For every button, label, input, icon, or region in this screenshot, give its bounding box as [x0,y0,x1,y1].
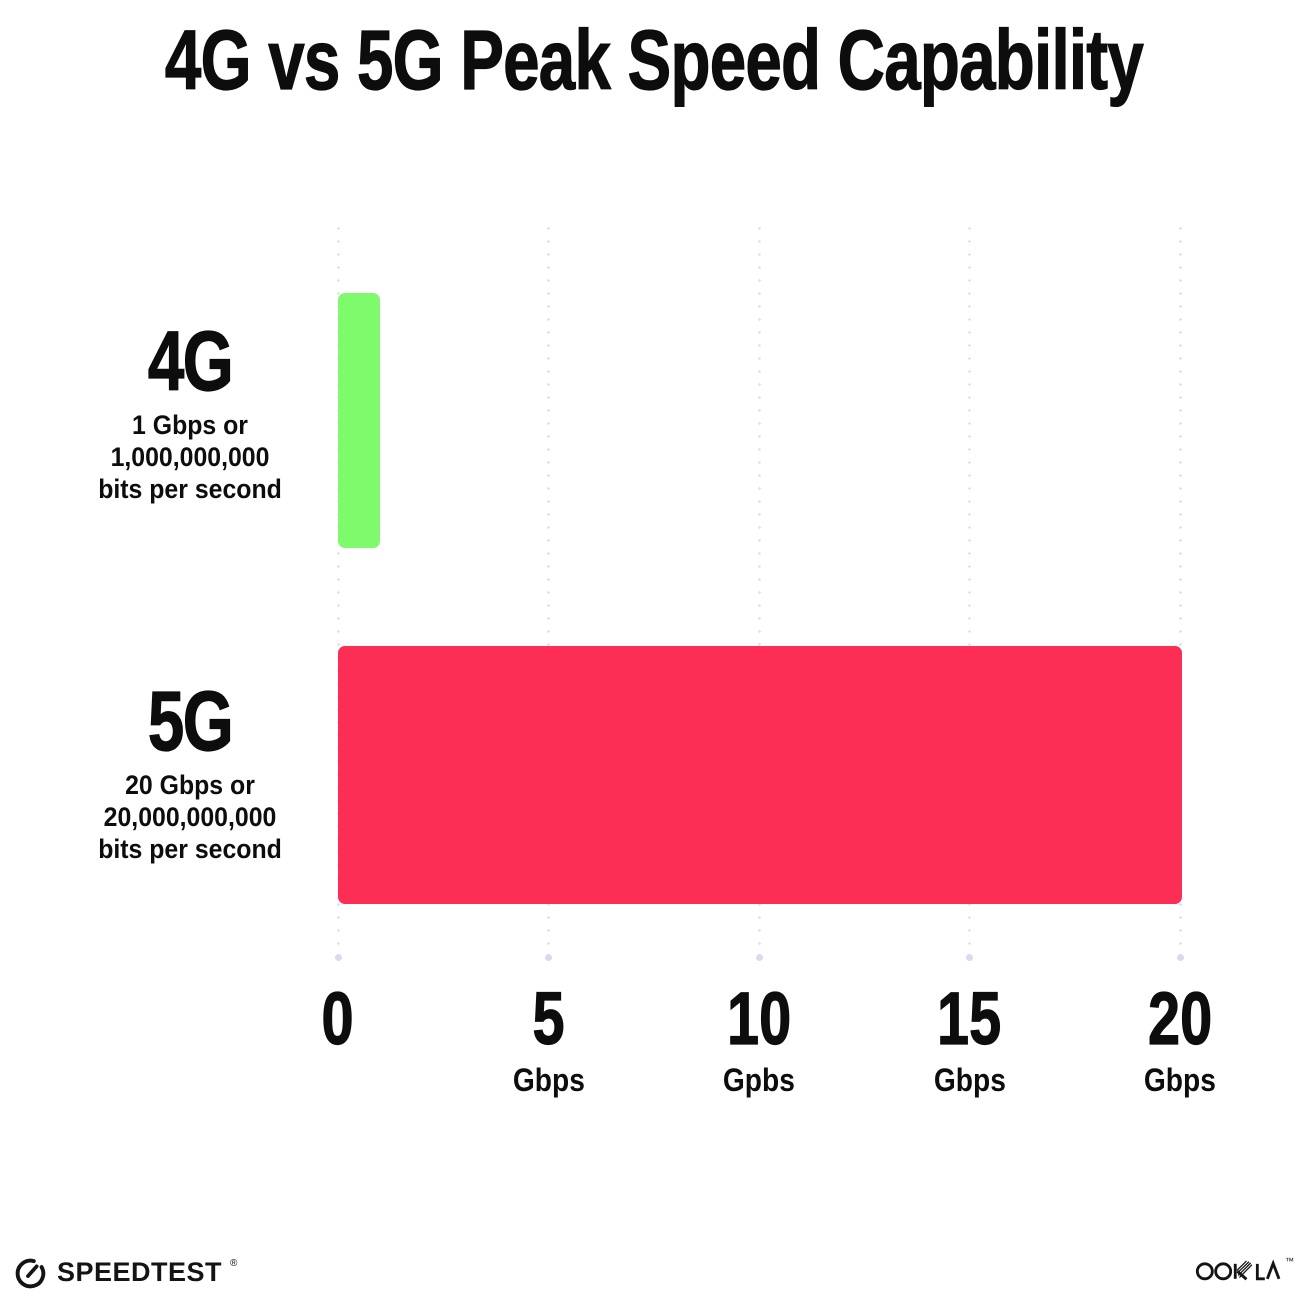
row-label-4g: 4G 1 Gbps or 1,000,000,000 bits per seco… [40,314,340,506]
x-tick-5: 5 Gbps [512,977,585,1098]
desc-line: bits per second [98,473,282,504]
category-label-4g: 4G [147,314,234,408]
ookla-wordmark [1195,1259,1281,1281]
row-label-5g: 5G 20 Gbps or 20,000,000,000 bits per se… [40,674,340,866]
desc-line: 1 Gbps or [132,409,248,440]
category-description-4g: 1 Gbps or 1,000,000,000 bits per second [40,410,340,506]
desc-line: 20 Gbps or [125,769,255,800]
x-tick-0: 0 [321,977,355,1060]
registered-mark: ® [230,1258,238,1269]
desc-line: 1,000,000,000 [110,441,270,472]
gridline-0 [334,222,342,961]
ookla-logo: ™ [1195,1256,1294,1283]
bar-4g [338,293,380,548]
category-description-5g: 20 Gbps or 20,000,000,000 bits per secon… [40,770,340,866]
gridline-5 [545,222,552,961]
page-title-text: 4G vs 5G Peak Speed Capability [164,13,1144,107]
speedtest-logo: SPEEDTEST ® [12,1254,237,1291]
category-label-5g: 5G [147,674,234,768]
x-tick-10: 10 Gpbs [723,977,795,1098]
desc-line: bits per second [98,833,282,864]
speedtest-gauge-icon [15,1258,46,1289]
x-tick-15: 15 Gbps [933,977,1006,1098]
bar-5g [338,646,1182,904]
gridline-10 [755,222,763,961]
x-tick-20: 20 Gbps [1144,977,1216,1098]
gridline-20 [1176,222,1184,961]
page-title: 4G vs 5G Peak Speed Capability [0,13,1308,107]
trademark-mark: ™ [1285,1256,1294,1266]
speedtest-wordmark: SPEEDTEST [57,1257,223,1287]
desc-line: 20,000,000,000 [103,801,277,832]
gridline-15 [966,222,973,961]
